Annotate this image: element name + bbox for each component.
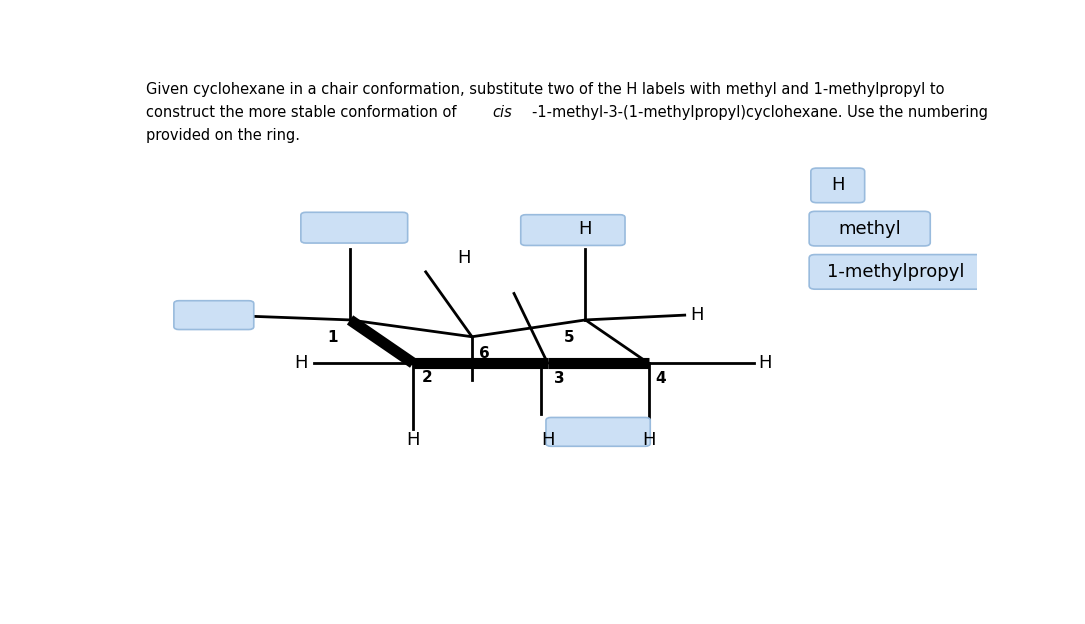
Text: 1-methylpropyl: 1-methylpropyl	[827, 263, 965, 281]
Text: 5: 5	[564, 329, 575, 344]
Text: H: H	[642, 431, 655, 449]
Text: -1-methyl-3-(1-methylpropyl)cyclohexane. Use the numbering: -1-methyl-3-(1-methylpropyl)cyclohexane.…	[532, 105, 988, 120]
Text: 4: 4	[655, 371, 666, 386]
FancyBboxPatch shape	[546, 417, 650, 446]
Text: 2: 2	[421, 371, 432, 386]
Text: methyl: methyl	[839, 220, 901, 238]
Text: Given cyclohexane in a chair conformation, substitute two of the H labels with m: Given cyclohexane in a chair conformatio…	[145, 82, 944, 97]
Text: H: H	[457, 249, 470, 267]
Text: H: H	[691, 306, 704, 324]
Text: provided on the ring.: provided on the ring.	[145, 128, 299, 144]
Text: H: H	[294, 354, 308, 372]
FancyBboxPatch shape	[809, 255, 982, 289]
Text: H: H	[757, 354, 771, 372]
Text: 6: 6	[478, 346, 489, 361]
Text: 3: 3	[554, 371, 565, 386]
Text: cis: cis	[492, 105, 512, 120]
FancyBboxPatch shape	[521, 215, 625, 245]
Text: H: H	[578, 220, 592, 238]
Text: H: H	[831, 177, 844, 195]
Text: 1: 1	[327, 329, 337, 344]
FancyBboxPatch shape	[174, 301, 254, 329]
FancyBboxPatch shape	[809, 212, 930, 246]
FancyBboxPatch shape	[301, 212, 408, 243]
Text: H: H	[407, 431, 420, 449]
Text: H: H	[541, 431, 554, 449]
Text: construct the more stable conformation of: construct the more stable conformation o…	[145, 105, 461, 120]
FancyBboxPatch shape	[810, 168, 865, 203]
